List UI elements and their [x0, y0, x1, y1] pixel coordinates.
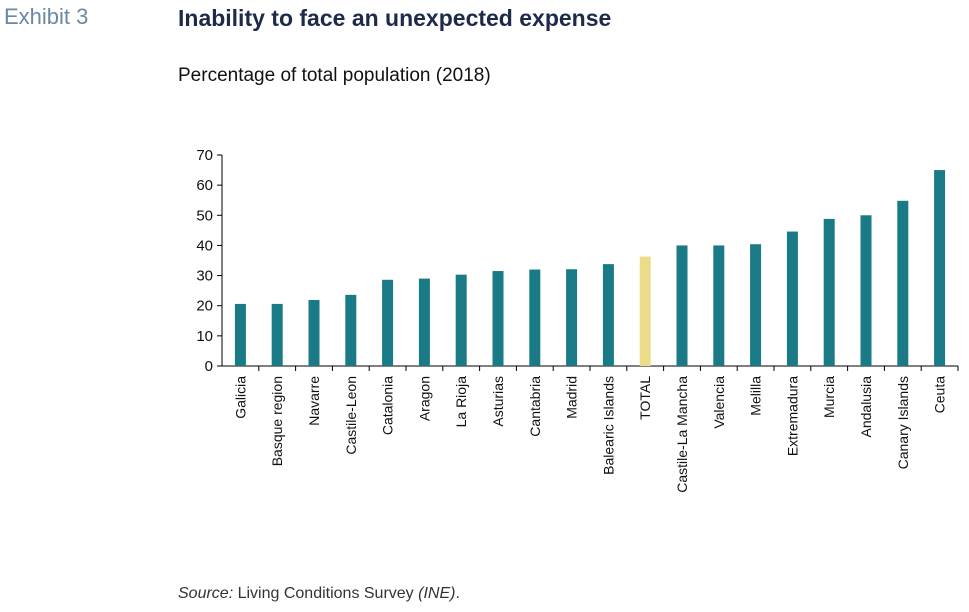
bar: [308, 299, 320, 366]
bar: [455, 274, 467, 366]
source-end: .: [455, 585, 460, 602]
bar: [713, 245, 725, 366]
y-tick-label: 0: [205, 358, 213, 375]
x-tick-label: Castile-La Mancha: [674, 376, 690, 493]
bar: [492, 271, 504, 366]
source-label: Source:: [178, 585, 234, 602]
x-tick-label: Cantabria: [527, 376, 543, 437]
source-org: (INE): [418, 585, 456, 602]
y-tick-label: 30: [196, 268, 213, 285]
x-tick-label: TOTAL: [637, 376, 653, 420]
bar: [860, 215, 872, 366]
x-tick-label: Madrid: [564, 376, 580, 419]
y-tick-label: 20: [196, 298, 213, 315]
bar: [271, 303, 283, 366]
bar: [823, 218, 835, 366]
x-tick-label: Castile-Leon: [343, 376, 359, 455]
y-tick-label: 60: [196, 177, 213, 194]
x-tick-label: Andalusia: [858, 376, 874, 438]
x-tick-label: Extremadura: [784, 376, 800, 456]
source-text: Living Conditions Survey: [233, 585, 419, 602]
chart-subtitle: Percentage of total population (2018): [178, 65, 491, 86]
y-tick-label: 40: [196, 237, 213, 254]
bar: [602, 264, 614, 366]
bar: [382, 279, 394, 366]
bar: [529, 269, 541, 366]
bar: [676, 245, 688, 366]
x-tick-label: Basque region: [269, 376, 285, 466]
y-tick-label: 50: [196, 207, 213, 224]
x-tick-label: Galicia: [232, 376, 248, 419]
bar: [234, 303, 246, 366]
y-tick-label: 10: [196, 328, 213, 345]
exhibit-label: Exhibit 3: [4, 4, 89, 29]
x-tick-label: Aragon: [416, 376, 432, 421]
x-tick-label: Melilla: [748, 376, 764, 416]
x-tick-label: Canary Islands: [895, 376, 911, 469]
bar: [418, 278, 430, 366]
bar: [566, 269, 578, 366]
bar: [934, 170, 946, 366]
x-tick-label: Asturias: [490, 376, 506, 427]
bar: [345, 294, 357, 366]
bar: [639, 256, 651, 366]
x-tick-label: Balearic Islands: [600, 376, 616, 475]
x-tick-label: La Rioja: [453, 376, 469, 428]
y-tick-label: 70: [196, 147, 213, 164]
x-tick-label: Valencia: [711, 376, 727, 429]
x-tick-label: Navarre: [306, 376, 322, 426]
chart-title: Inability to face an unexpected expense: [178, 5, 612, 31]
bar: [897, 200, 909, 366]
x-tick-label: Ceuta: [932, 376, 948, 414]
x-tick-label: Catalonia: [380, 376, 396, 435]
x-tick-label: Murcia: [821, 376, 837, 418]
bar: [786, 231, 798, 366]
source-note: Source: Living Conditions Survey (INE).: [178, 585, 460, 603]
bar: [750, 244, 762, 366]
